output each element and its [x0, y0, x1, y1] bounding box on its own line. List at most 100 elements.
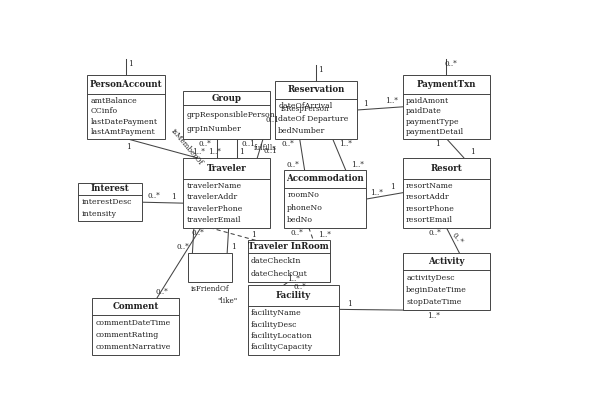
Text: resortName: resortName	[406, 182, 454, 190]
Text: 1: 1	[347, 300, 352, 308]
Text: grpInNumber: grpInNumber	[186, 125, 241, 133]
Text: resortEmail: resortEmail	[406, 216, 453, 224]
Text: 1: 1	[391, 183, 395, 191]
Text: 0..*: 0..*	[192, 229, 205, 237]
Text: "like": "like"	[217, 297, 237, 305]
Text: 1..*: 1..*	[287, 275, 300, 283]
Text: 1: 1	[435, 140, 440, 148]
Text: 1..*: 1..*	[208, 148, 221, 156]
Text: Accommodation: Accommodation	[286, 174, 364, 183]
Text: lastDatePayment: lastDatePayment	[91, 118, 158, 126]
Text: Interest: Interest	[91, 184, 130, 193]
Text: 1..*: 1..*	[351, 161, 363, 169]
Text: Activity: Activity	[428, 257, 465, 266]
Text: 0..*: 0..*	[294, 283, 306, 292]
Text: dateOfArrival: dateOfArrival	[278, 102, 332, 110]
Text: beginDateTime: beginDateTime	[406, 286, 467, 294]
Text: bedNo: bedNo	[287, 216, 313, 224]
Text: Resort: Resort	[431, 164, 463, 173]
Text: phoneNo: phoneNo	[287, 204, 323, 211]
Text: 0..*: 0..*	[176, 243, 189, 252]
Text: facilityCapacity: facilityCapacity	[251, 344, 313, 351]
Text: 1..*: 1..*	[339, 140, 352, 148]
Text: PaymentTxn: PaymentTxn	[417, 80, 476, 89]
Text: Reservation: Reservation	[287, 85, 345, 95]
Text: activityDesc: activityDesc	[406, 274, 455, 282]
Text: paymentType: paymentType	[406, 118, 460, 126]
Text: 1: 1	[231, 243, 236, 252]
Text: dateCheckIn: dateCheckIn	[251, 257, 301, 265]
Text: amtBalance: amtBalance	[91, 97, 137, 105]
Text: 1: 1	[471, 148, 476, 156]
Text: 1..*: 1..*	[192, 148, 205, 156]
Bar	[188, 253, 231, 282]
Text: 1: 1	[129, 60, 133, 68]
Text: isMemberOf: isMemberOf	[169, 127, 204, 166]
Text: grpResponsiblePerson: grpResponsiblePerson	[186, 111, 276, 119]
Text: resortAddr: resortAddr	[406, 193, 450, 202]
Text: Group: Group	[212, 94, 242, 102]
Text: isRespPerson: isRespPerson	[280, 105, 329, 113]
Text: Comment: Comment	[112, 301, 159, 311]
Text: 1..*: 1..*	[385, 97, 398, 105]
Text: travelerEmail: travelerEmail	[186, 216, 241, 224]
Text: 1: 1	[251, 230, 256, 239]
Text: 1: 1	[240, 148, 244, 156]
Text: 0..1: 0..1	[263, 147, 277, 155]
Text: 0..1: 0..1	[266, 116, 280, 124]
Text: 1: 1	[318, 66, 323, 74]
Text: commentDateTime: commentDateTime	[95, 319, 171, 327]
Text: 0..*: 0..*	[445, 60, 457, 68]
Text: commentRating: commentRating	[95, 331, 159, 339]
Text: 0..1: 0..1	[242, 140, 255, 148]
Bar	[183, 158, 270, 228]
Text: fulfills: fulfills	[254, 144, 277, 152]
Bar	[183, 91, 270, 139]
Text: paidAmont: paidAmont	[406, 97, 450, 105]
Text: 1..*: 1..*	[319, 230, 331, 239]
Text: interestDesc: interestDesc	[81, 198, 132, 206]
Text: 1..*: 1..*	[427, 312, 440, 320]
Bar	[92, 298, 179, 355]
Text: Traveler: Traveler	[207, 164, 247, 173]
Text: dateCheckOut: dateCheckOut	[251, 270, 307, 278]
Bar	[248, 285, 339, 355]
Text: dateOf Departure: dateOf Departure	[278, 114, 349, 123]
Text: 1..*: 1..*	[370, 189, 383, 197]
Text: paymentDetail: paymentDetail	[406, 128, 464, 136]
Text: intensity: intensity	[81, 210, 116, 218]
Text: travelerPhone: travelerPhone	[186, 205, 243, 213]
Bar	[87, 75, 165, 139]
Text: facilityLocation: facilityLocation	[251, 332, 313, 340]
Text: bedNumber: bedNumber	[278, 127, 326, 135]
Text: 1: 1	[171, 193, 176, 202]
Text: commentNarrative: commentNarrative	[95, 343, 171, 351]
Text: 0..*: 0..*	[148, 192, 160, 200]
Text: 0..*: 0..*	[428, 229, 441, 237]
Text: stopDateTime: stopDateTime	[406, 299, 461, 306]
Text: 0..*: 0..*	[450, 231, 465, 246]
Bar	[284, 171, 366, 228]
Bar	[403, 158, 490, 228]
Bar	[275, 81, 358, 139]
Text: 0..*: 0..*	[287, 161, 300, 169]
Bar	[403, 75, 490, 139]
Text: isFriendOf: isFriendOf	[191, 285, 229, 293]
Text: PersonAccount: PersonAccount	[90, 80, 163, 89]
Text: travelerName: travelerName	[186, 182, 242, 190]
Bar	[78, 183, 142, 221]
Text: lastAmtPayment: lastAmtPayment	[91, 128, 155, 136]
Text: 1: 1	[363, 100, 368, 108]
Text: CCinfo: CCinfo	[91, 107, 118, 115]
Bar	[248, 240, 330, 282]
Text: 1: 1	[126, 142, 131, 151]
Text: Facility: Facility	[276, 291, 311, 300]
Text: 0..*: 0..*	[155, 288, 168, 296]
Bar	[403, 253, 490, 310]
Text: 0..*: 0..*	[291, 229, 304, 237]
Text: 0..*: 0..*	[282, 140, 294, 148]
Text: facilityName: facilityName	[251, 309, 301, 317]
Text: travelerAddr: travelerAddr	[186, 193, 238, 202]
Text: 0..*: 0..*	[199, 140, 211, 148]
Text: paidDate: paidDate	[406, 107, 442, 115]
